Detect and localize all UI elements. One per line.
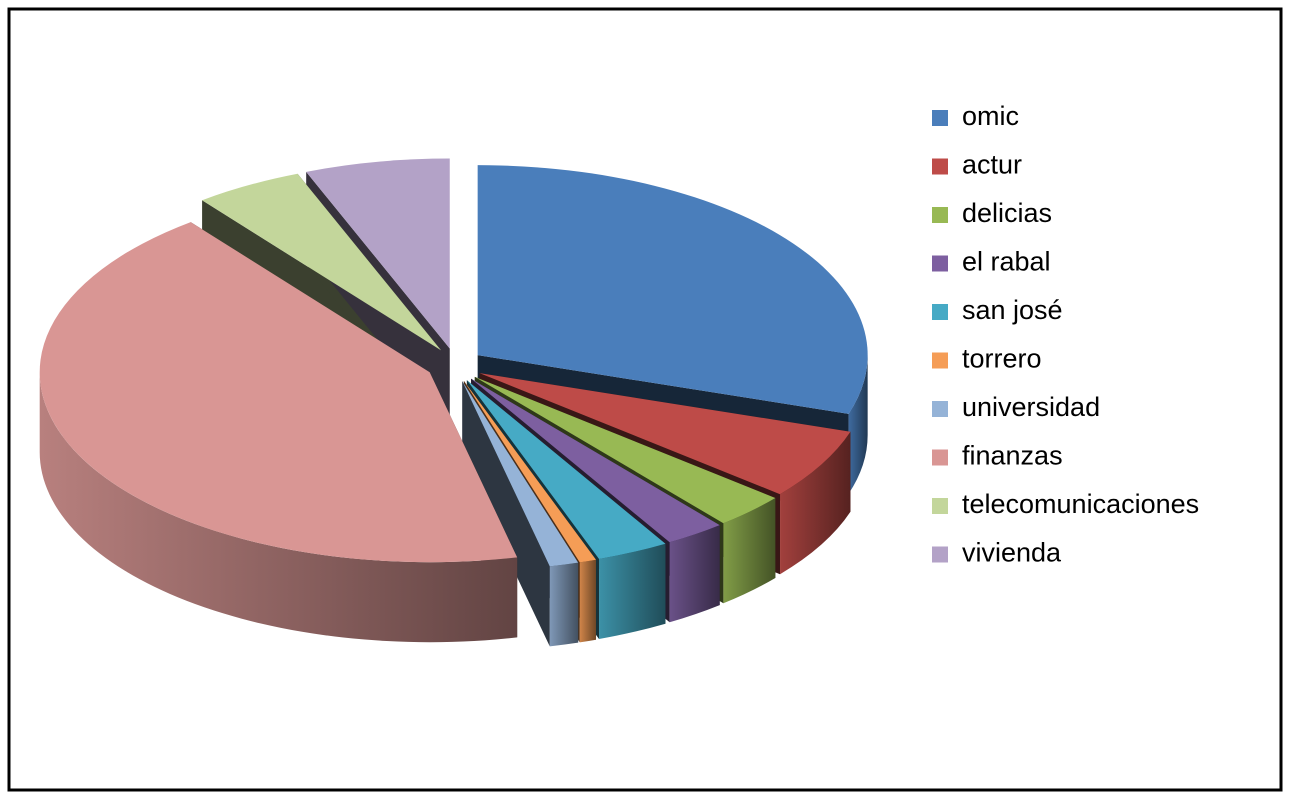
- slice-side: [780, 431, 851, 575]
- pie-slice: [471, 378, 720, 543]
- slice-side: [723, 497, 776, 604]
- slice-side: [549, 562, 579, 647]
- legend-label: el rabal: [962, 247, 1051, 277]
- legend-label: finanzas: [962, 441, 1063, 471]
- legend-label: delicias: [962, 198, 1052, 228]
- slice-side: [579, 559, 597, 643]
- slice-wall: [462, 381, 550, 647]
- legend-swatch: [932, 449, 948, 466]
- legend-label: telecomunicaciones: [962, 489, 1199, 519]
- legend-swatch: [932, 158, 948, 175]
- pie-slice: [474, 376, 776, 524]
- pie-slice: [39, 222, 518, 563]
- legend-swatch: [932, 110, 948, 126]
- pie-slice: [466, 380, 666, 559]
- legend-label: torrero: [962, 344, 1042, 374]
- slice-side: [39, 372, 518, 643]
- legend-swatch: [932, 352, 948, 369]
- pie-slice: [477, 165, 868, 414]
- pie-slice: [463, 380, 597, 563]
- legend-swatch: [932, 546, 948, 563]
- legend-label: vivienda: [962, 538, 1062, 568]
- legend-swatch: [932, 498, 948, 514]
- slice-side: [848, 355, 868, 494]
- legend-swatch: [932, 207, 948, 223]
- legend-swatch: [932, 304, 948, 320]
- slice-side: [599, 543, 666, 639]
- pie-slice: [202, 173, 442, 351]
- slice-side: [669, 525, 720, 623]
- legend-swatch: [932, 401, 948, 417]
- pie-slice: [306, 158, 450, 349]
- legend-label: omic: [962, 101, 1019, 131]
- pie-slice: [479, 373, 851, 495]
- pie-slice: [462, 381, 579, 567]
- legend-label: san josé: [962, 295, 1063, 325]
- legend-swatch: [932, 255, 948, 272]
- legend-label: actur: [962, 150, 1022, 180]
- legend-label: universidad: [962, 392, 1100, 422]
